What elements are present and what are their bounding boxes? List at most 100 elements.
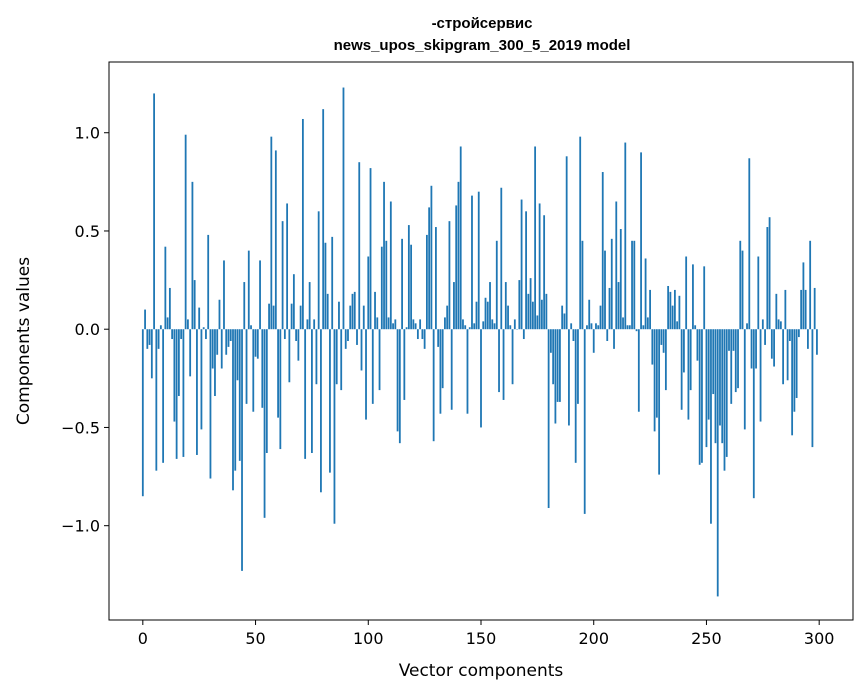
bar	[527, 293, 530, 330]
bar	[529, 278, 532, 330]
bar	[599, 305, 602, 330]
bar	[295, 329, 298, 341]
x-tick-label: 300	[804, 629, 835, 648]
bar	[238, 329, 241, 461]
bar	[281, 221, 284, 330]
bar	[168, 287, 171, 330]
bar	[577, 329, 579, 404]
bar	[236, 329, 239, 381]
bar	[640, 152, 642, 330]
bar	[730, 329, 733, 404]
bar	[453, 282, 455, 330]
bar	[626, 325, 629, 330]
bar	[559, 329, 561, 402]
bar	[811, 329, 814, 448]
bar	[622, 317, 624, 330]
bar	[791, 329, 794, 436]
bar	[159, 325, 162, 330]
bar	[525, 211, 527, 330]
bar	[374, 291, 376, 330]
bar	[407, 225, 410, 330]
bar	[685, 256, 688, 330]
bar	[202, 327, 205, 330]
bar	[601, 172, 604, 330]
bar	[597, 325, 600, 330]
bar	[534, 146, 537, 330]
bar	[322, 109, 325, 330]
bars-group	[141, 87, 818, 597]
bar	[376, 317, 379, 330]
bar	[786, 329, 789, 381]
bar	[150, 329, 153, 379]
bar	[290, 303, 293, 330]
bar	[324, 242, 327, 330]
bar	[173, 329, 176, 422]
bar	[750, 329, 753, 369]
bar	[148, 329, 151, 345]
bar	[311, 329, 313, 453]
bar	[207, 234, 210, 330]
bar	[358, 162, 361, 330]
bar	[356, 329, 358, 345]
bar	[421, 329, 424, 340]
bar	[511, 329, 514, 385]
bar	[153, 93, 155, 330]
bar	[782, 329, 785, 385]
bar	[676, 321, 679, 330]
bar	[667, 285, 670, 330]
bar	[435, 227, 437, 330]
bar	[209, 329, 212, 479]
bar	[498, 329, 500, 393]
bar	[689, 329, 692, 391]
bar	[536, 315, 539, 330]
bar	[459, 146, 462, 330]
bar	[628, 325, 631, 330]
y-tick-label: −1.0	[61, 517, 100, 536]
bar	[606, 329, 609, 341]
bar	[261, 329, 264, 408]
bar	[543, 215, 546, 330]
bar	[520, 199, 523, 330]
bar	[572, 329, 575, 341]
bar	[446, 305, 449, 330]
bar	[198, 307, 201, 330]
bar	[486, 301, 489, 330]
bar	[755, 329, 757, 369]
bar	[779, 321, 782, 330]
bar	[777, 319, 780, 330]
bar	[396, 329, 399, 432]
bar	[389, 201, 392, 330]
bar	[775, 293, 778, 330]
bar	[320, 329, 322, 493]
bar	[317, 211, 320, 330]
bar	[234, 329, 237, 471]
x-tick-label: 0	[138, 629, 148, 648]
bar	[678, 295, 681, 330]
bar	[243, 282, 246, 330]
bar	[344, 329, 347, 349]
bar	[441, 329, 444, 389]
bar	[680, 329, 683, 410]
bar	[714, 329, 717, 444]
bar	[624, 142, 627, 330]
bar	[721, 329, 724, 444]
bar	[746, 323, 748, 330]
bar	[613, 329, 615, 349]
bar	[360, 329, 363, 371]
bar	[155, 329, 158, 471]
bar	[270, 136, 273, 330]
bar	[477, 191, 480, 330]
bar	[471, 195, 473, 330]
bar	[759, 329, 762, 422]
bar	[552, 329, 555, 385]
bar	[705, 329, 708, 448]
bar	[385, 240, 388, 330]
bar	[642, 325, 645, 330]
bar	[367, 256, 370, 330]
bar	[509, 325, 512, 330]
bar	[495, 240, 498, 330]
bar	[610, 238, 613, 330]
bar	[326, 293, 329, 330]
bar	[692, 264, 694, 330]
